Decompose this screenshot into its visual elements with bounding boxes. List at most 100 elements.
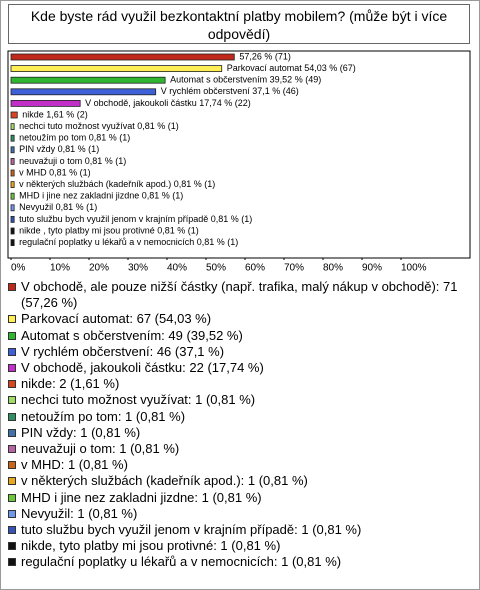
- legend-swatch: [8, 380, 16, 389]
- legend-swatch: [8, 428, 16, 437]
- legend-label: v některých službách (kadeřník apod.): 1…: [21, 473, 308, 489]
- value-label: v některých službách (kadeřník apod.) 0,…: [19, 179, 215, 189]
- value-label: nikde , tyto platby mi jsou protivné 0,8…: [19, 225, 199, 235]
- x-tick-label: 100%: [401, 263, 427, 274]
- legend-swatch: [8, 331, 16, 340]
- bar: [10, 100, 81, 107]
- legend-item: V obchodě, jakoukoli částku: 22 (17,74 %…: [8, 360, 470, 376]
- legend-label: Parkovací automat: 67 (54,03 %): [21, 311, 212, 327]
- legend-swatch: [8, 315, 16, 324]
- legend-label: netoužím po tom: 1 (0,81 %): [21, 408, 186, 424]
- legend-swatch: [8, 526, 16, 535]
- value-label: nikde 1,61 % (2): [22, 109, 88, 119]
- x-tick-label: 20%: [89, 263, 109, 274]
- legend-label: PIN vždy: 1 (0,81 %): [21, 424, 141, 440]
- legend-item: nechci tuto možnost využívat: 1 (0,81 %): [8, 392, 470, 408]
- legend-swatch: [8, 347, 16, 356]
- value-label: nechci tuto možnost využívat 0,81 % (1): [19, 121, 179, 131]
- legend-item: v MHD: 1 (0,81 %): [8, 457, 470, 473]
- value-label: V obchodě, jakoukoli částku 17,74 % (22): [85, 98, 251, 108]
- legend-item: netoužím po tom: 1 (0,81 %): [8, 409, 470, 425]
- legend-swatch: [8, 493, 16, 502]
- bar: [10, 111, 18, 119]
- legend-label: nikde: 2 (1,61 %): [21, 376, 120, 392]
- legend-swatch: [8, 396, 16, 405]
- legend-swatch: [8, 509, 16, 518]
- bar: [10, 88, 157, 96]
- bar: [10, 239, 15, 247]
- bar: [10, 181, 15, 189]
- value-label: Automat s občerstvením 39,52 % (49): [170, 75, 321, 85]
- legend-item: V obchodě, ale pouze nižší částky (např.…: [8, 279, 470, 311]
- legend-label: MHD i jine nez zakladni jizdne: 1 (0,81 …: [21, 489, 262, 505]
- legend-label: tuto službu bych využil jenom v krajním …: [21, 522, 362, 538]
- legend-label: V obchodě, ale pouze nižší částky (např.…: [21, 279, 458, 311]
- value-label: regulační poplatky u lékařů a v nemocnic…: [19, 237, 238, 247]
- legend-label: v MHD: 1 (0,81 %): [21, 457, 128, 473]
- bar: [10, 169, 15, 177]
- value-label: neuvažuji o tom 0,81 % (1): [19, 156, 126, 166]
- x-tick-label: 30%: [128, 263, 148, 274]
- bar: [10, 192, 15, 200]
- value-label: V rychlém občerstvení 37,1 % (46): [161, 86, 299, 96]
- legend-item: v některých službách (kadeřník apod.): 1…: [8, 473, 470, 489]
- value-label: 57,26 % (71): [239, 51, 291, 61]
- bar: [10, 53, 235, 61]
- legend-item: MHD i jine nez zakladni jizdne: 1 (0,81 …: [8, 490, 470, 506]
- x-tick-label: 60%: [245, 263, 265, 274]
- value-label: Parkovací automat 54,03 % (67): [227, 63, 356, 73]
- value-label: tuto službu bych využil jenom v krajním …: [19, 214, 252, 224]
- legend-item: regulační poplatky u lékařů a v nemocnic…: [8, 554, 470, 570]
- x-tick-label: 40%: [167, 263, 187, 274]
- bar: [10, 123, 15, 130]
- legend-item: neuvažuji o tom: 1 (0,81 %): [8, 441, 470, 457]
- bar: [10, 146, 15, 154]
- bar: [10, 204, 15, 212]
- legend-item: tuto službu bych využil jenom v krajním …: [8, 522, 470, 538]
- bar: [10, 76, 166, 84]
- legend-swatch: [8, 283, 16, 291]
- bar: [10, 158, 15, 165]
- legend-label: V rychlém občerstvení: 46 (37,1 %): [21, 343, 225, 359]
- legend-swatch: [8, 477, 16, 486]
- legend-label: regulační poplatky u lékařů a v nemocnic…: [21, 554, 342, 570]
- legend-swatch: [8, 412, 16, 421]
- legend-item: PIN vždy: 1 (0,81 %): [8, 425, 470, 441]
- value-label: v MHD 0,81 % (1): [19, 167, 91, 177]
- legend: V obchodě, ale pouze nižší částky (např.…: [8, 279, 470, 571]
- legend-label: nechci tuto možnost využívat: 1 (0,81 %): [21, 392, 256, 408]
- legend-swatch: [8, 461, 16, 470]
- legend-label: Nevyužil: 1 (0,81 %): [21, 505, 138, 521]
- chart: 0% 10% 20% 30% 40% 50% 60% 70% 80% 90% 100% 57,26 %…: [7, 50, 471, 274]
- x-tick-label: 70%: [284, 263, 304, 274]
- legend-label: Automat s občerstvením: 49 (39,52 %): [21, 327, 243, 343]
- bar: [10, 215, 15, 223]
- value-label: netoužím po tom 0,81 % (1): [19, 133, 130, 143]
- chart-title: Kde byste rád využil bezkontaktní platby…: [8, 4, 470, 44]
- value-label: MHD i jine nez zakladni jizdne 0,81 % (1…: [19, 191, 183, 201]
- legend-label: nikde, tyto platby mi jsou protivné: 1 (…: [21, 538, 281, 554]
- legend-swatch: [8, 445, 16, 454]
- bar: [10, 134, 15, 142]
- legend-item: Nevyužil: 1 (0,81 %): [8, 506, 470, 522]
- x-tick-label: 50%: [206, 263, 226, 274]
- bar: [10, 65, 223, 73]
- legend-swatch: [8, 558, 16, 567]
- legend-item: Automat s občerstvením: 49 (39,52 %): [8, 328, 470, 344]
- x-tick-label: 0%: [11, 263, 26, 274]
- x-tick-label: 90%: [362, 263, 382, 274]
- legend-item: nikde: 2 (1,61 %): [8, 376, 470, 392]
- x-tick-label: 80%: [323, 263, 343, 274]
- value-label: Nevyužil 0,81 % (1): [19, 202, 97, 212]
- legend-item: V rychlém občerstvení: 46 (37,1 %): [8, 344, 470, 360]
- plot-frame: [7, 50, 471, 259]
- x-tick-label: 10%: [50, 263, 70, 274]
- legend-swatch: [8, 542, 16, 551]
- legend-item: Parkovací automat: 67 (54,03 %): [8, 311, 470, 327]
- legend-label: neuvažuji o tom: 1 (0,81 %): [21, 441, 180, 457]
- legend-swatch: [8, 364, 16, 373]
- legend-item: nikde, tyto platby mi jsou protivné: 1 (…: [8, 538, 470, 554]
- value-label: PIN vždy 0,81 % (1): [19, 144, 99, 154]
- bar: [10, 227, 15, 235]
